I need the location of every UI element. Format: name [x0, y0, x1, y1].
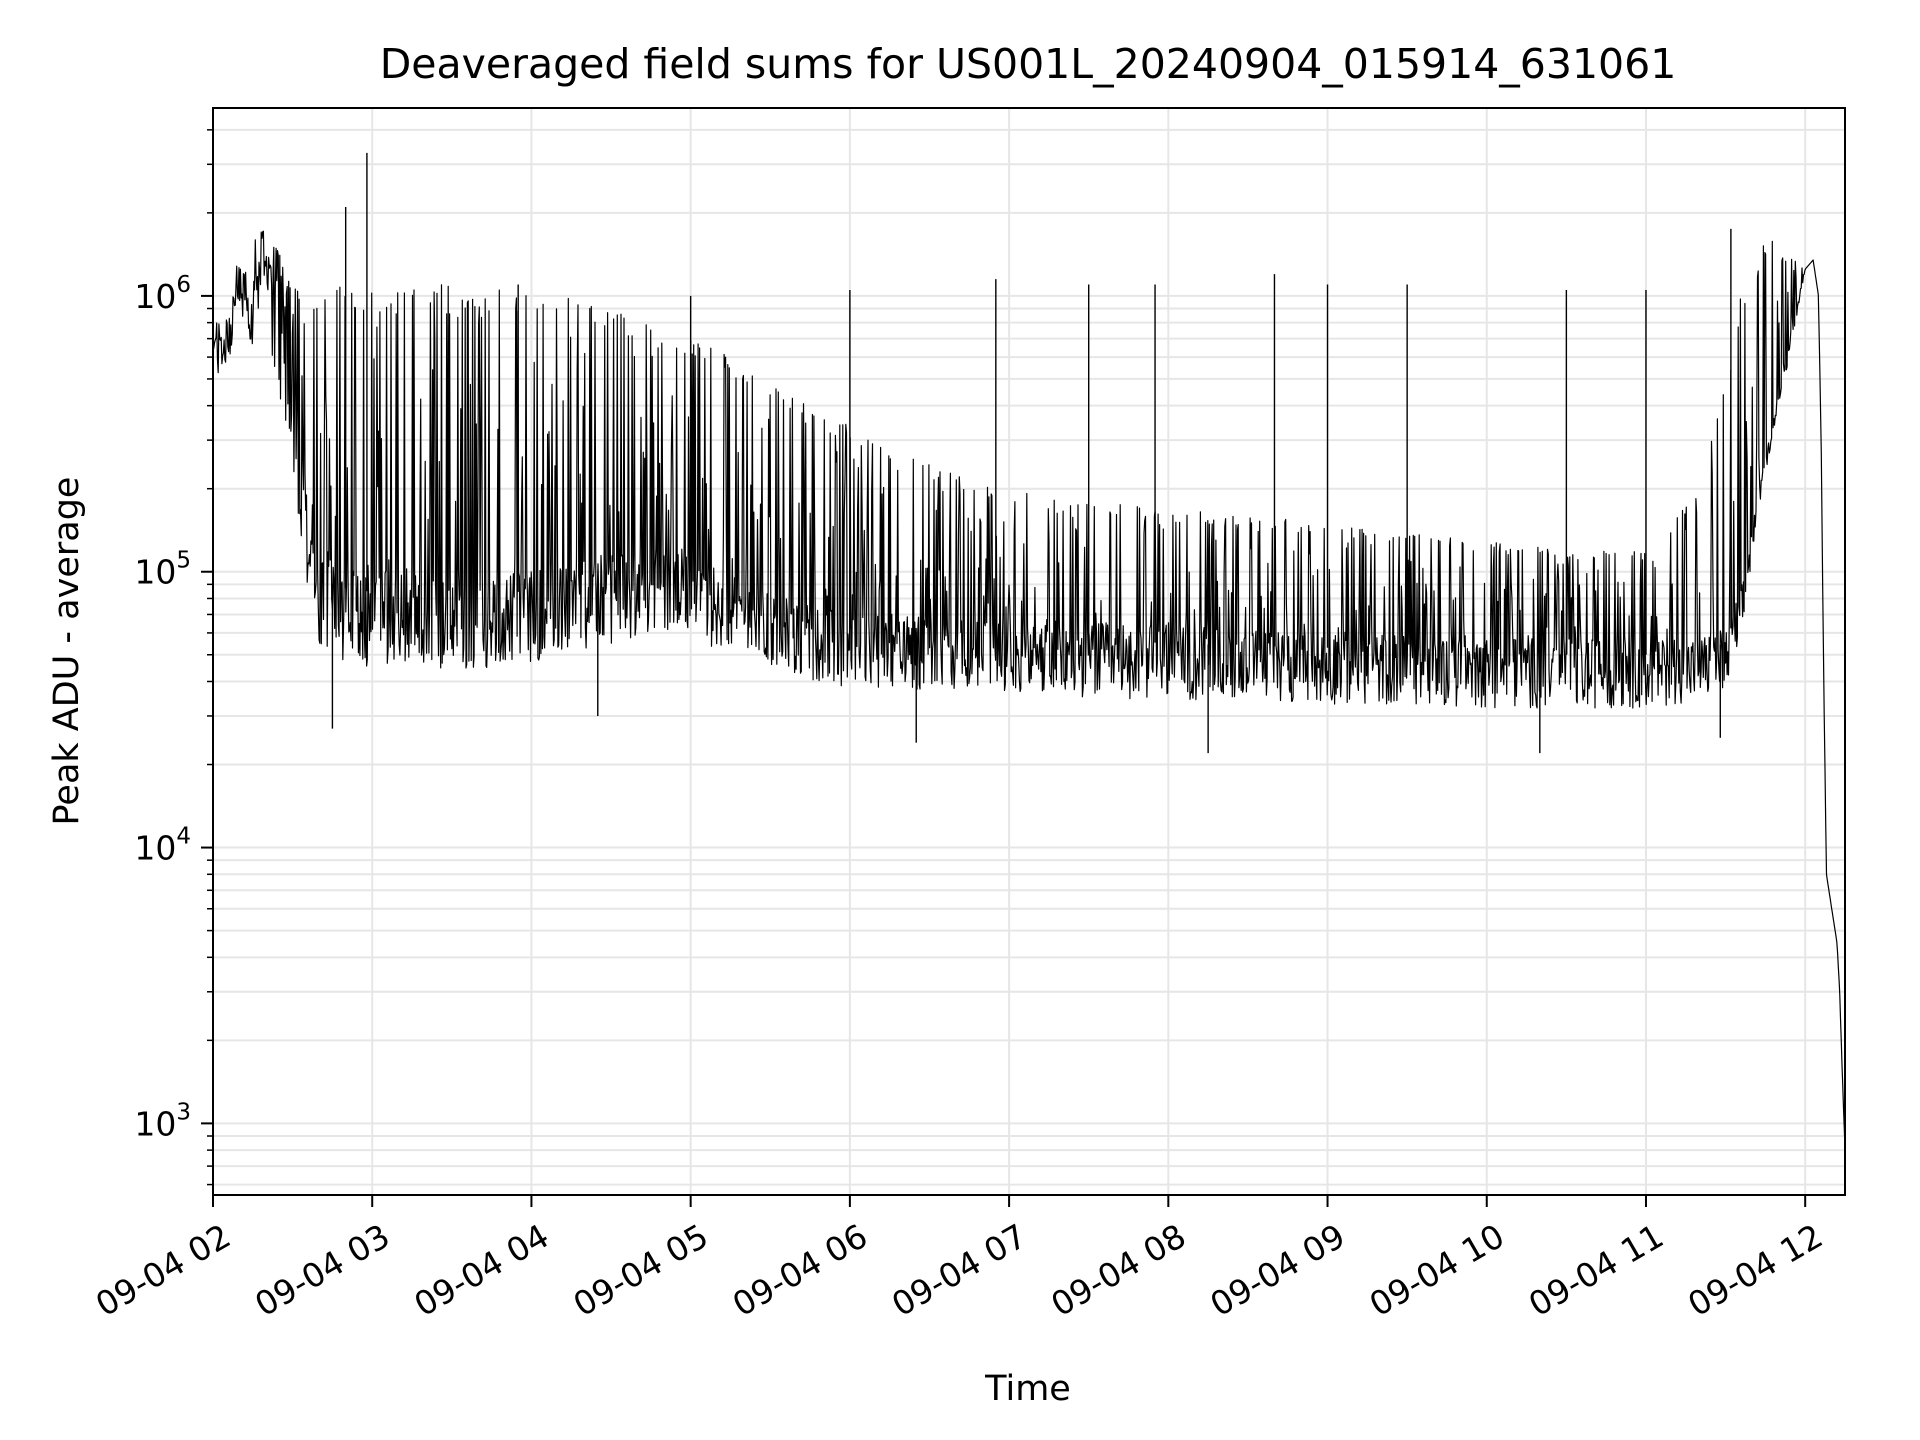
chart-title: Deaveraged field sums for US001L_2024090… — [380, 40, 1677, 88]
plot-area — [212, 107, 1846, 1196]
minor-gridlines — [213, 128, 1845, 1186]
y-tick-label: 105 — [134, 548, 191, 592]
y-axis-ticks: 103 104 105 106 — [134, 129, 213, 1186]
plot-frame — [212, 107, 1846, 1196]
series-layer — [212, 152, 1846, 1151]
plot-background — [213, 108, 1845, 1195]
y-tick-label: 106 — [134, 272, 191, 316]
y-tick-label: 103 — [134, 1099, 191, 1143]
y-tick-label: 104 — [134, 824, 191, 868]
x-axis-label: Time — [984, 1369, 1071, 1409]
y-axis-label: Peak ADU - average — [47, 477, 87, 826]
series-line — [212, 230, 1846, 1151]
